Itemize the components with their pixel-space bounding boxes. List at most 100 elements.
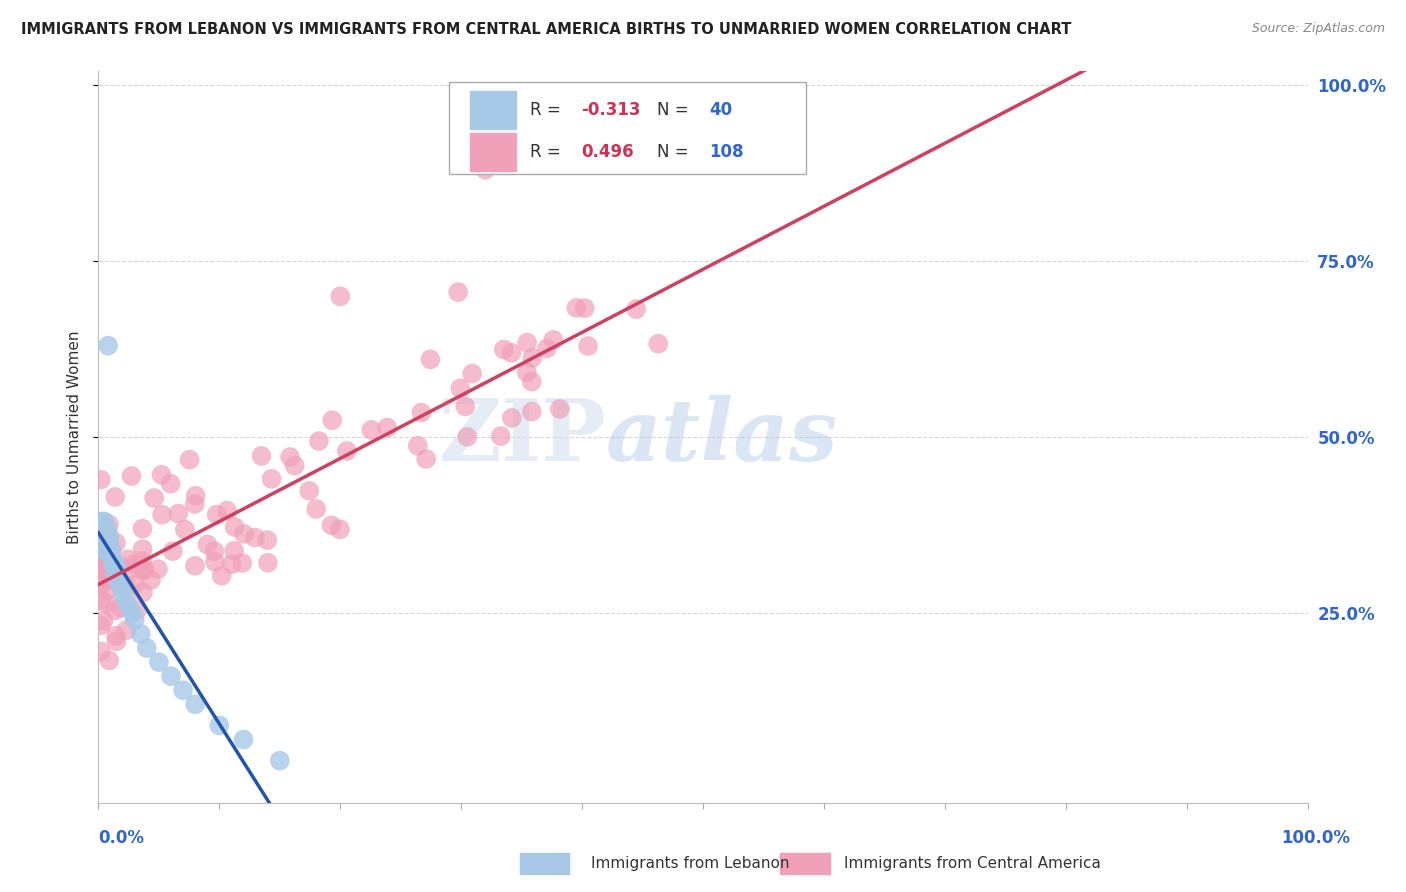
- Text: -0.313: -0.313: [581, 101, 640, 119]
- Point: [94, 528, 117, 542]
- Point: [90, 577, 112, 591]
- Point: [162, 544, 184, 558]
- Point: [172, 683, 194, 698]
- Point: [107, 564, 129, 578]
- Point: [104, 490, 127, 504]
- Point: [98, 561, 121, 575]
- Point: [565, 301, 588, 315]
- Point: [100, 549, 122, 564]
- Point: [143, 491, 166, 505]
- Point: [205, 508, 228, 522]
- Text: R =: R =: [530, 101, 567, 119]
- Point: [124, 578, 146, 592]
- Point: [97, 582, 120, 597]
- Bar: [470, 133, 516, 170]
- Text: ZIP: ZIP: [439, 395, 606, 479]
- Point: [129, 627, 152, 641]
- Point: [474, 162, 496, 177]
- Point: [360, 423, 382, 437]
- FancyBboxPatch shape: [449, 82, 806, 174]
- Point: [516, 335, 538, 350]
- Point: [134, 562, 156, 576]
- Point: [93, 549, 115, 564]
- Point: [93, 535, 115, 549]
- Text: atlas: atlas: [606, 395, 839, 479]
- Point: [96, 596, 118, 610]
- Point: [148, 655, 170, 669]
- Point: [243, 531, 266, 545]
- Text: IMMIGRANTS FROM LEBANON VS IMMIGRANTS FROM CENTRAL AMERICA BIRTHS TO UNMARRIED W: IMMIGRANTS FROM LEBANON VS IMMIGRANTS FR…: [21, 22, 1071, 37]
- Point: [91, 566, 114, 580]
- Text: 40: 40: [709, 101, 733, 119]
- Point: [548, 401, 571, 416]
- Point: [97, 573, 120, 587]
- Text: Source: ZipAtlas.com: Source: ZipAtlas.com: [1251, 22, 1385, 36]
- Point: [160, 669, 183, 683]
- Point: [104, 603, 127, 617]
- Point: [90, 473, 112, 487]
- Point: [183, 497, 205, 511]
- Point: [115, 623, 138, 637]
- Point: [91, 535, 114, 549]
- Point: [269, 754, 291, 768]
- Point: [492, 343, 515, 357]
- Y-axis label: Births to Unmarried Women: Births to Unmarried Women: [67, 330, 83, 544]
- Point: [501, 346, 523, 360]
- Point: [100, 542, 122, 557]
- Point: [329, 522, 352, 536]
- Point: [522, 351, 544, 365]
- Text: N =: N =: [657, 143, 695, 161]
- Point: [105, 634, 128, 648]
- Point: [204, 555, 226, 569]
- Point: [117, 552, 139, 566]
- Point: [118, 599, 141, 613]
- Point: [121, 606, 143, 620]
- Point: [184, 489, 207, 503]
- Point: [150, 467, 173, 482]
- Point: [98, 535, 121, 549]
- Point: [101, 557, 124, 571]
- Point: [135, 641, 157, 656]
- Point: [97, 553, 120, 567]
- Point: [101, 566, 124, 581]
- Point: [321, 413, 343, 427]
- Point: [122, 561, 145, 575]
- Point: [97, 339, 120, 353]
- Point: [184, 698, 207, 712]
- Point: [284, 458, 307, 473]
- Point: [411, 406, 433, 420]
- Point: [139, 573, 162, 587]
- Point: [91, 515, 114, 529]
- Point: [94, 557, 117, 571]
- Point: [93, 515, 115, 529]
- Point: [208, 718, 231, 732]
- Text: 0.0%: 0.0%: [98, 829, 145, 847]
- Point: [97, 542, 120, 557]
- Point: [215, 503, 238, 517]
- Point: [305, 502, 328, 516]
- Point: [125, 604, 148, 618]
- Point: [90, 644, 112, 658]
- Point: [91, 521, 114, 535]
- Point: [298, 483, 321, 498]
- Point: [232, 732, 254, 747]
- Point: [260, 472, 283, 486]
- Text: N =: N =: [657, 101, 695, 119]
- Point: [489, 429, 512, 443]
- Point: [231, 556, 253, 570]
- Point: [132, 585, 155, 599]
- Point: [91, 542, 114, 557]
- Point: [624, 302, 647, 317]
- Point: [516, 366, 538, 380]
- Point: [224, 520, 246, 534]
- Point: [454, 400, 477, 414]
- Point: [250, 449, 273, 463]
- Point: [543, 333, 565, 347]
- Point: [456, 430, 478, 444]
- Point: [104, 535, 127, 549]
- Point: [131, 522, 153, 536]
- Point: [122, 558, 145, 572]
- Point: [90, 528, 112, 542]
- Point: [308, 434, 330, 448]
- Point: [520, 404, 543, 418]
